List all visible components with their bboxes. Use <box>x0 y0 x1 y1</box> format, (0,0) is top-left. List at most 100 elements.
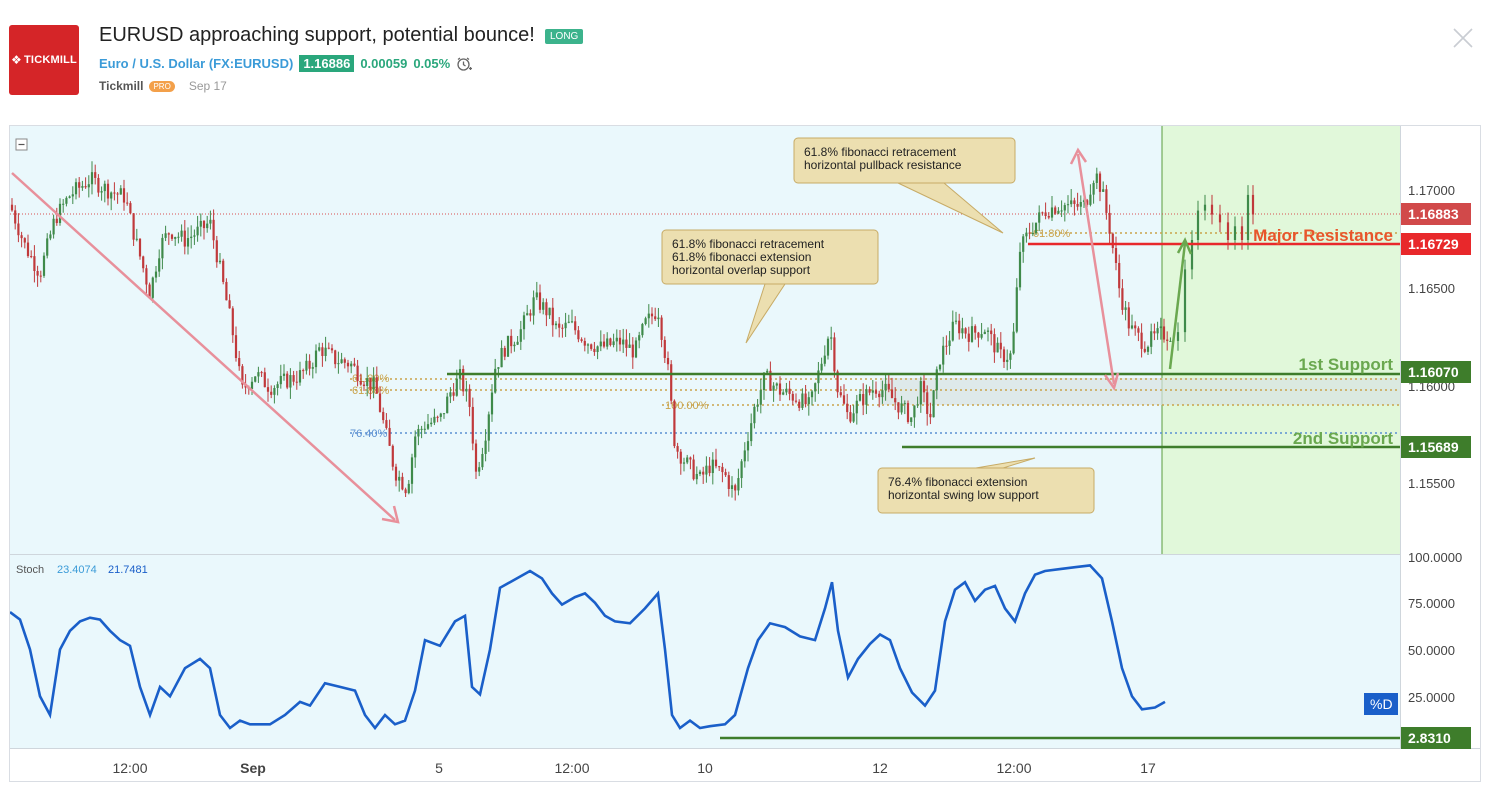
candle-body <box>1063 205 1066 211</box>
pro-badge: PRO <box>149 80 175 92</box>
candle-body <box>436 416 439 418</box>
candle-body <box>330 348 334 351</box>
candle-body <box>324 347 327 357</box>
candle-body <box>551 307 554 326</box>
callout-swing-low-support[interactable]: 76.4% fibonacci extension horizontal swi… <box>877 457 1095 514</box>
swing-range-arrow <box>1069 147 1120 391</box>
candle-body <box>1162 326 1166 340</box>
price-chart[interactable]: 61.80% 61.80% 100.00% 76.40% 61.80% Majo… <box>9 126 1480 781</box>
candle-body <box>302 370 305 372</box>
candle-body <box>186 238 190 247</box>
candle-body <box>446 396 449 414</box>
candle-body <box>577 330 580 340</box>
time-tick-4: 12:00 <box>554 760 589 776</box>
collapse-pane-button[interactable] <box>15 138 28 151</box>
candle-body <box>926 392 929 414</box>
candle-body <box>378 393 382 412</box>
candle-body <box>1176 332 1180 341</box>
candle-body <box>340 359 343 364</box>
candle-body <box>820 363 823 371</box>
candle-body <box>865 389 868 405</box>
candle-body <box>222 260 225 282</box>
candle-body <box>884 383 887 391</box>
candle-body <box>1038 212 1041 223</box>
symbol-name-link[interactable]: Euro / U.S. Dollar (FX:EURUSD) <box>99 56 293 71</box>
candle-body <box>676 446 679 452</box>
candle-body <box>1159 326 1162 329</box>
candle-body <box>199 220 202 227</box>
logo-text: TICKMILL <box>24 54 77 66</box>
candle-body <box>78 182 81 188</box>
candle-body <box>890 389 894 399</box>
tickmill-mark-icon: ❖ <box>11 53 23 67</box>
candle-body <box>343 359 346 363</box>
candle-body <box>922 381 926 393</box>
candle-body <box>871 390 874 393</box>
candle-body <box>721 466 724 473</box>
candle-body <box>823 355 826 364</box>
candle-body <box>1251 194 1255 215</box>
callout-pullback-resistance[interactable]: 61.8% fibonacci retracement horizontal p… <box>793 137 1016 234</box>
svg-text:%D: %D <box>1370 696 1393 712</box>
candle-body <box>766 370 769 373</box>
callout-overlap-support[interactable]: 61.8% fibonacci retracement 61.8% fibona… <box>661 229 879 344</box>
candle-body <box>967 333 970 342</box>
candle-body <box>814 383 817 392</box>
bearish-trend-arrow <box>11 172 400 524</box>
candle-body <box>846 403 849 413</box>
candle-body <box>260 372 263 374</box>
candle-body <box>158 258 161 272</box>
bullish-projection-arrow <box>1168 237 1193 370</box>
fib-label-c: 100.00% <box>665 400 709 412</box>
chart-container[interactable]: 61.80% 61.80% 100.00% 76.40% 61.80% Majo… <box>9 125 1481 782</box>
callout-2-line-1: 61.8% fibonacci retracement <box>672 237 825 251</box>
candle-body <box>196 226 199 236</box>
candle-body <box>42 255 46 276</box>
candle-body <box>180 230 183 237</box>
candle-body <box>734 485 737 491</box>
tickmill-logo[interactable]: ❖ TICKMILL <box>9 25 79 95</box>
candle-body <box>250 381 254 390</box>
candle-body <box>945 345 948 347</box>
candle-body <box>334 350 337 365</box>
candle-body <box>1150 331 1153 347</box>
candle-body <box>20 235 23 239</box>
callout-2-line-2: 61.8% fibonacci extension <box>672 250 811 264</box>
author-name[interactable]: Tickmill <box>99 79 144 93</box>
candle-body <box>772 385 775 391</box>
candle-body <box>974 326 977 333</box>
symbol-row: Euro / U.S. Dollar (FX:EURUSD) 1.16886 0… <box>99 55 473 72</box>
candle-body <box>986 330 990 332</box>
candle-body <box>142 256 145 269</box>
candle-body <box>910 417 913 423</box>
candle-body <box>782 392 785 395</box>
candle-body <box>609 338 612 346</box>
candle-body <box>148 284 151 298</box>
candle-body <box>190 236 193 239</box>
candle-body <box>1092 182 1095 195</box>
candle-body <box>996 342 999 353</box>
price-tick-2: 1.16500 <box>1408 281 1455 296</box>
time-tick-8: 17 <box>1140 760 1156 776</box>
candle-body <box>215 240 218 263</box>
candle-body <box>17 223 20 236</box>
candle-body <box>849 412 852 422</box>
candle-body <box>513 344 516 347</box>
fib-label-d: 76.40% <box>350 428 388 440</box>
alarm-clock-icon[interactable] <box>456 56 473 72</box>
candle-body <box>1153 331 1156 334</box>
candle-body <box>241 366 244 385</box>
candle-body <box>1028 232 1031 234</box>
svg-text:1.16070: 1.16070 <box>1408 364 1459 380</box>
candle-body <box>1054 207 1057 214</box>
candle-body <box>26 242 30 257</box>
candle-body <box>612 341 615 346</box>
candle-body <box>391 445 394 467</box>
close-icon[interactable] <box>1452 27 1474 49</box>
candle-body <box>1012 331 1015 354</box>
candle-body <box>977 332 980 338</box>
candle-body <box>337 363 340 365</box>
candle-body <box>1156 328 1159 334</box>
candle-body <box>212 219 215 241</box>
candle-body <box>1169 340 1172 342</box>
